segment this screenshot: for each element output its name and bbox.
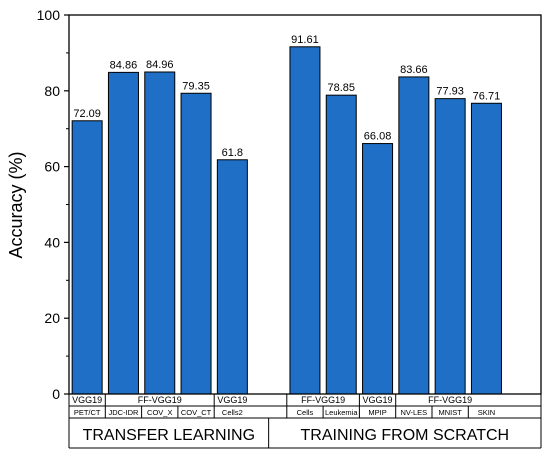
group-label: TRANSFER LEARNING [83,427,255,444]
dataset-label: Cells [297,408,314,417]
model-label: VGG19 [217,395,247,405]
bars [71,46,502,395]
dataset-label: JDC-IDR [108,408,139,417]
bar-mpip [362,143,394,395]
bar-value-label: 66.08 [364,131,392,143]
dataset-label: Leukemia [325,408,358,417]
dataset-label: PET/CT [74,408,101,417]
dataset-label: Cells2 [222,408,243,417]
bar-mnist [434,98,466,395]
bar-value-label: 77.93 [436,86,464,98]
bar-value-label: 76.71 [473,90,501,102]
value-labels: 72.09 84.86 84.96 79.35 61.8 91.61 78.85 66.08 8… [73,34,500,159]
dataset-label: NV-LES [401,408,428,417]
bar-value-label: 61.8 [222,147,243,159]
bar-value-label: 84.86 [110,59,138,71]
dataset-label: SKIN [478,408,496,417]
bar-leukemia [325,94,357,395]
model-label: VGG19 [363,395,393,405]
y-axis-title: Accuracy (%) [6,151,26,258]
bar-cells [289,46,321,395]
bar-value-label: 72.09 [73,108,101,120]
y-tick-label: 80 [44,83,60,99]
bar-value-label: 91.61 [291,34,319,46]
y-tick-label: 20 [44,310,60,326]
bar-cov-ct [180,92,212,395]
bar-pet-ct [71,120,103,395]
dataset-label: MNIST [438,408,462,417]
bar-cells2 [216,159,248,395]
y-tick-label: 40 [44,234,60,250]
bar-jdc-idr [107,71,139,395]
bar-value-label: 84.96 [146,59,174,71]
dataset-label: MPIP [368,408,386,417]
model-label: FF-VGG19 [428,395,472,405]
bar-value-label: 83.66 [400,64,428,76]
bar-value-label: 79.35 [182,80,210,92]
bar-skin [470,102,502,395]
y-tick-label: 100 [37,7,61,23]
y-tick-label: 0 [52,386,60,402]
category-table: VGG19 FF-VGG19 VGG19 FF-VGG19 VGG19 FF-VGG19 P… [68,394,542,449]
group-label: TRAINING FROM SCRATCH [301,427,510,444]
bar-nv-les [398,76,430,395]
dataset-label: COV_X [147,408,172,417]
bar-cov-x [144,71,176,395]
plot-frame [68,14,542,395]
y-tick-label: 60 [44,159,60,175]
model-label: FF-VGG19 [301,395,345,405]
dataset-label: COV_CT [181,408,212,417]
model-label: VGG19 [72,395,102,405]
model-label: FF-VGG19 [138,395,182,405]
y-axis-ticks: 0 20 40 60 80 100 [37,7,69,402]
bar-value-label: 78.85 [327,82,355,94]
